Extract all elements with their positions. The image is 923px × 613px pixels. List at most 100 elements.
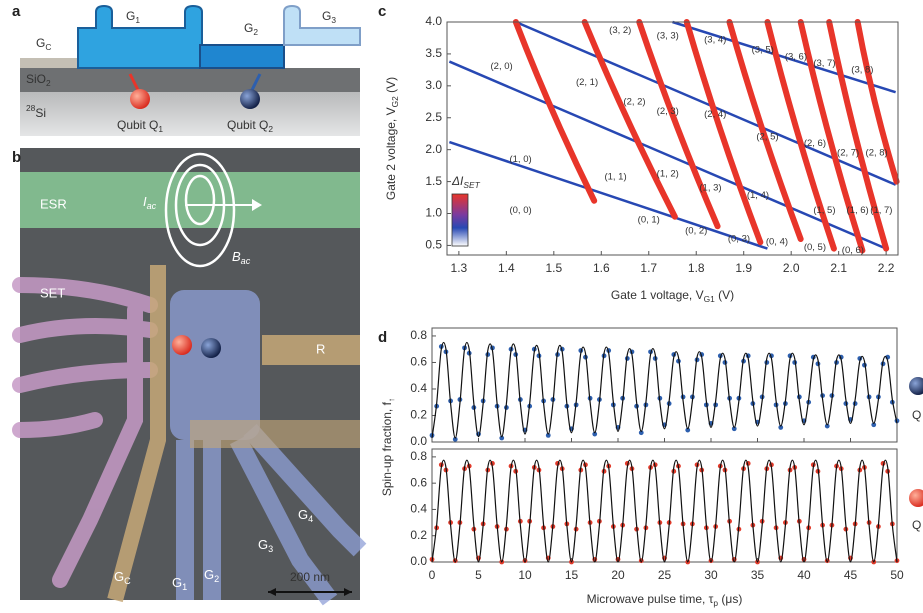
transition-line (639, 22, 717, 226)
panel-a-drawing (20, 6, 360, 136)
charge-state: (3, 6) (785, 52, 807, 63)
current-label-sub: ac (147, 201, 157, 211)
charge-state: (1, 3) (699, 182, 721, 193)
gate-label-sub: C (45, 42, 51, 52)
qubit-side-label: Q (912, 408, 921, 422)
gate-label-text: G (114, 569, 124, 584)
qubit-side-label: Q (912, 518, 921, 532)
x-axis-label-after: (V) (715, 288, 734, 302)
x-tick-label: 0 (429, 568, 436, 582)
y-axis-label-text: Spin-up fraction, f (380, 401, 394, 496)
x-tick-label: 25 (658, 568, 672, 582)
x-tick-label: 1.4 (498, 261, 515, 275)
qubit-label-sub: 2 (268, 124, 273, 134)
x-tick-label: 2.1 (830, 261, 847, 275)
gate-label-sub: 1 (182, 582, 187, 592)
figure: aGCG1G2G3SiO228SiQubit Q1Qubit Q2bESRIac… (0, 0, 923, 613)
y-tick-label: 0.2 (410, 408, 427, 422)
x-tick-label: 1.6 (593, 261, 610, 275)
gate-2 (200, 45, 284, 68)
y-tick-label: 0.5 (425, 238, 442, 252)
charge-state: (3, 2) (609, 25, 631, 36)
esr-line (20, 172, 360, 228)
gate-label-sub: 1 (135, 15, 140, 25)
gate-label-text: G (172, 575, 182, 590)
transition-line (585, 22, 675, 217)
x-tick-label: 50 (890, 568, 904, 582)
charge-state: (1, 6) (847, 205, 869, 216)
qubit-sphere (130, 89, 150, 109)
esr-label: ESR (40, 196, 67, 211)
y-tick-label: 1.5 (425, 174, 442, 188)
x-axis-label-text: Microwave pulse time, τ (587, 592, 714, 606)
gate-1 (78, 6, 214, 68)
y-tick-label: 3.5 (425, 46, 442, 60)
qubit-sphere (240, 89, 260, 109)
charge-state: (3, 4) (704, 34, 726, 45)
x-tick-label: 10 (518, 568, 532, 582)
x-tick-label: 40 (797, 568, 811, 582)
x-axis-label: Microwave pulse time, τp (μs) (587, 592, 743, 608)
panel-label: a (12, 3, 21, 20)
gate-label-text: G (126, 9, 135, 23)
qubit-sphere (172, 335, 192, 355)
charge-state: (0, 3) (728, 234, 750, 245)
x-axis-label-text: Gate 1 voltage, V (611, 288, 704, 302)
x-axis-label-after: (μs) (718, 592, 742, 606)
y-tick-label: 0.2 (410, 528, 427, 542)
data-point (616, 557, 621, 562)
x-tick-label: 1.9 (735, 261, 752, 275)
charge-state: (1, 4) (747, 190, 769, 201)
charge-state: (2, 6) (804, 138, 826, 149)
y-axis-label-text: Gate 2 voltage, V (384, 107, 398, 200)
y-tick-label: 0.4 (410, 502, 427, 516)
data-point (592, 557, 597, 562)
colorbar (452, 194, 468, 246)
y-tick-label: 0.6 (410, 475, 427, 489)
panel-label: b (12, 149, 21, 166)
silicon (20, 92, 360, 136)
charge-state: (0, 4) (766, 237, 788, 248)
gate-label: G2 (244, 21, 258, 37)
transition-line (687, 22, 761, 242)
charge-state: (3, 7) (813, 58, 835, 69)
field-label-sub: ac (241, 256, 251, 266)
colorbar-label-sub: SET (463, 180, 480, 190)
charge-state: (2, 1) (576, 77, 598, 88)
x-tick-label: 30 (704, 568, 718, 582)
charge-state: (1, 7) (870, 205, 892, 216)
colorbar-label-text: ΔI (451, 174, 464, 188)
gate-label-sub: 2 (253, 27, 258, 37)
gate-label: G1 (126, 9, 140, 25)
gate-label: G3 (322, 9, 336, 25)
qubit-gates (170, 290, 260, 440)
data-point (732, 557, 737, 562)
qubit-label: Qubit Q1 (117, 118, 163, 134)
charge-state: (3, 5) (752, 45, 774, 56)
x-tick-label: 1.3 (451, 261, 468, 275)
y-axis-label-sub: G2 (390, 96, 400, 108)
x-axis-label-sub: G1 (704, 294, 716, 304)
transition-line (449, 142, 767, 249)
charge-state: (3, 8) (851, 64, 873, 75)
charge-state: (0, 5) (804, 242, 826, 253)
transition-line (516, 22, 594, 201)
substrate-label-sup: 28 (26, 103, 36, 113)
x-axis-label: Gate 1 voltage, VG1 (V) (611, 288, 734, 304)
y-axis-label-sub: ↑ (386, 398, 396, 402)
gate-label-sub: 2 (214, 574, 219, 584)
charge-state: (2, 2) (623, 96, 645, 107)
qubit-label-sub: 1 (158, 124, 163, 134)
x-tick-label: 45 (844, 568, 858, 582)
charge-state: (2, 7) (837, 147, 859, 158)
x-tick-label: 20 (611, 568, 625, 582)
reservoir-label: R (316, 341, 325, 356)
y-tick-label: 3.0 (425, 78, 442, 92)
charge-state: (0, 2) (685, 225, 707, 236)
charge-state: (1, 2) (657, 168, 679, 179)
gate-lead (190, 420, 360, 448)
panel-b-drawing (20, 148, 360, 600)
qubit-icon (909, 377, 923, 395)
gate-label-text: G (244, 21, 253, 35)
data-point (802, 557, 807, 562)
